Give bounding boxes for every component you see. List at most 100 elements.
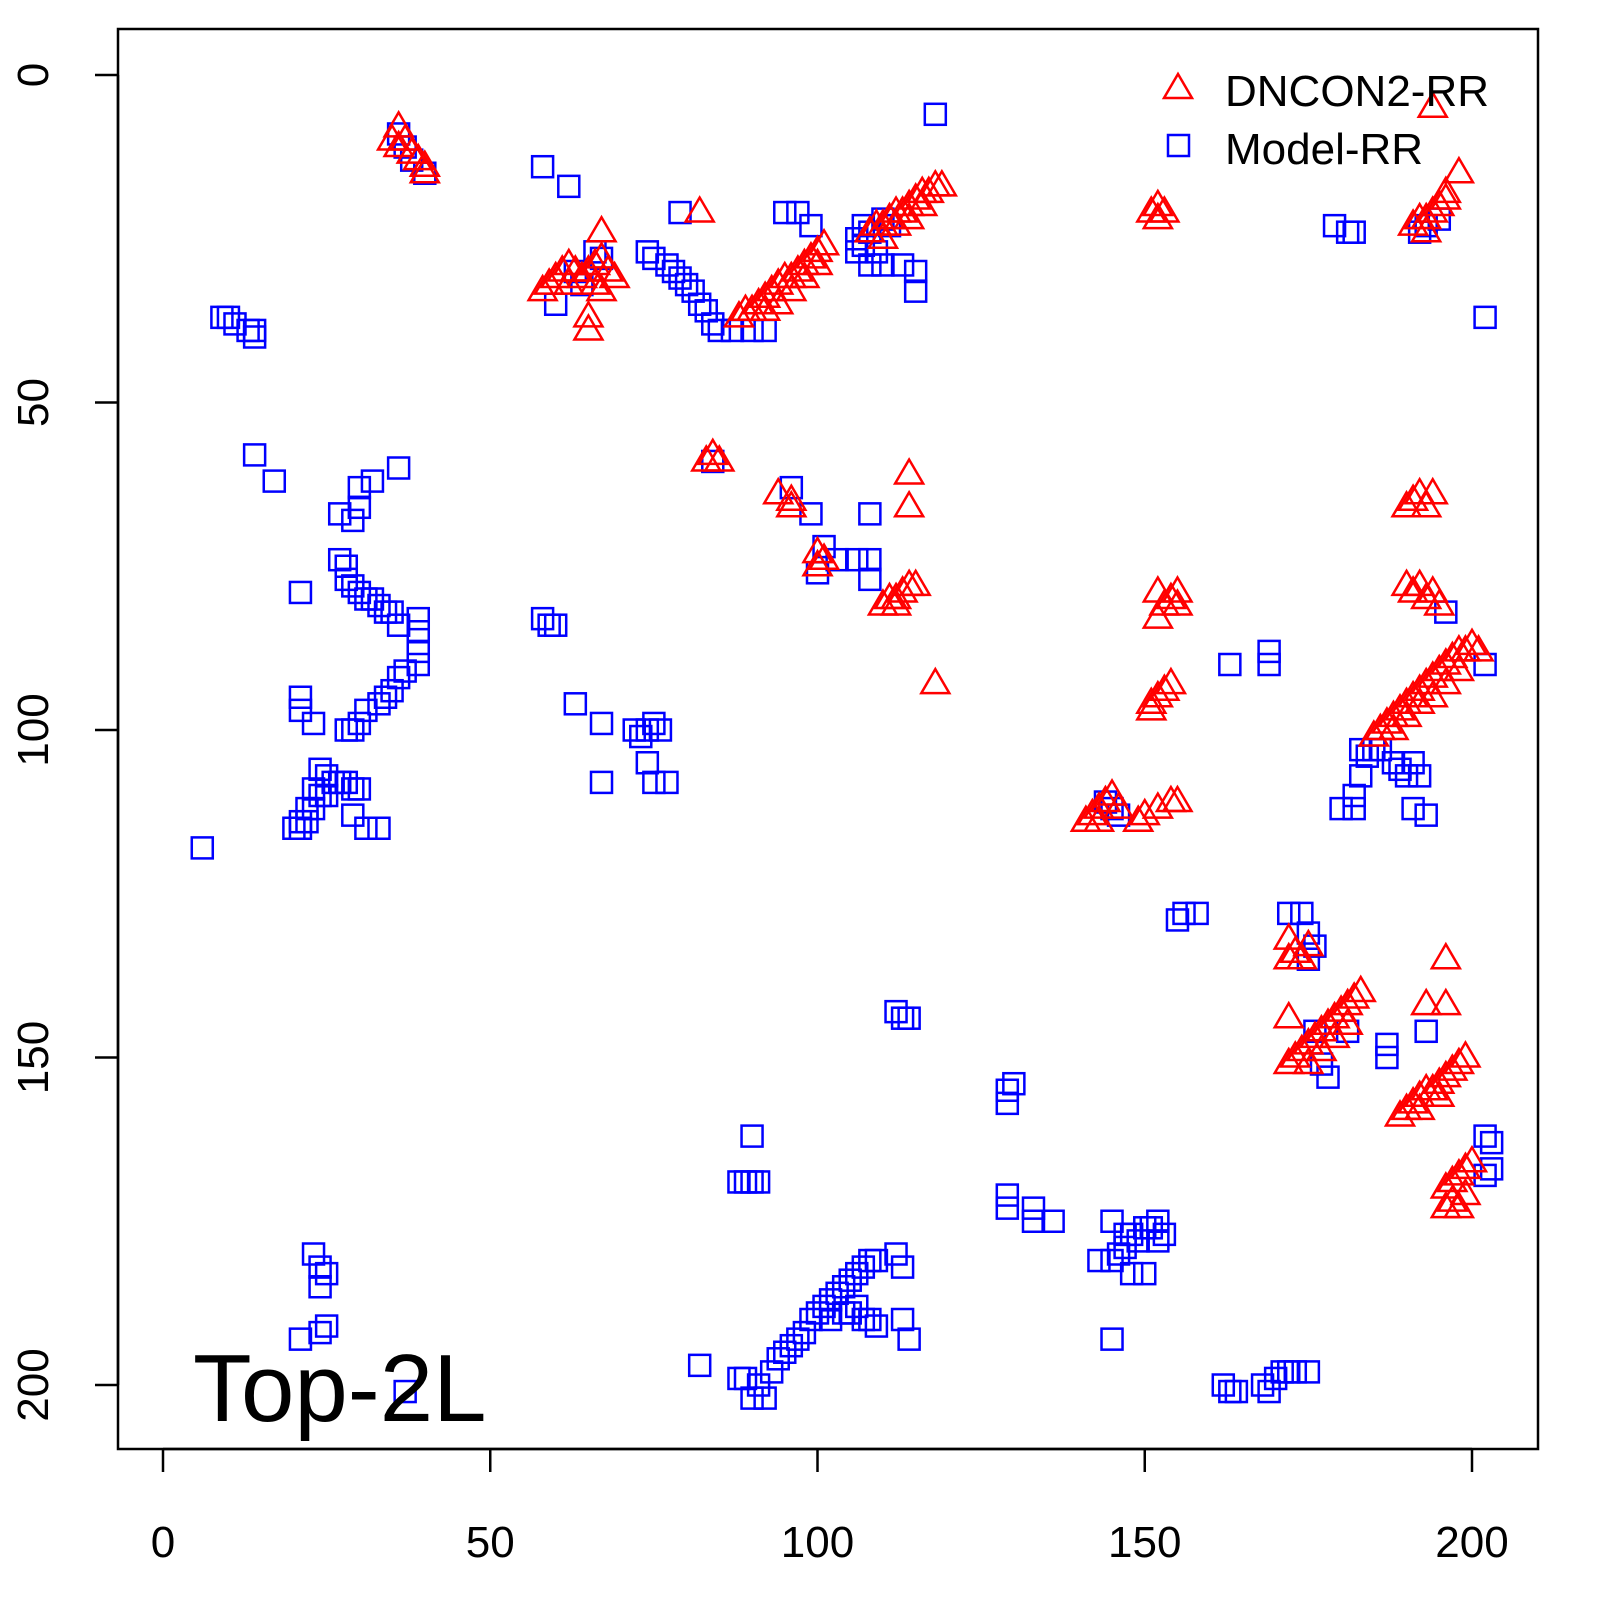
y-tick-label: 100 xyxy=(9,693,58,766)
model-rr-point xyxy=(1296,921,1321,945)
model-rr-point xyxy=(373,685,398,709)
dncon2-rr-point xyxy=(1442,653,1476,682)
dncon2-rr-point xyxy=(1338,981,1371,1009)
model-rr-point xyxy=(1257,652,1281,677)
model-rr-point xyxy=(681,279,705,303)
model-rr-point xyxy=(740,1124,764,1148)
model-rr-point xyxy=(1276,1360,1301,1384)
model-rr-point xyxy=(589,711,614,736)
model-rr-point xyxy=(733,1170,758,1194)
model-rr-point xyxy=(720,318,745,343)
model-rr-point xyxy=(327,547,352,572)
dncon2-rr-point xyxy=(1344,974,1377,1003)
model-rr-point xyxy=(1276,901,1301,926)
plot-marks xyxy=(190,90,1504,1410)
model-rr-point xyxy=(1381,751,1406,775)
model-rr-point xyxy=(1401,751,1425,775)
model-rr-point xyxy=(1172,901,1196,926)
model-rr-point xyxy=(1133,1261,1157,1286)
model-rr-point xyxy=(648,718,673,742)
model-rr-point xyxy=(1218,652,1242,677)
dncon2-rr-point xyxy=(807,227,841,256)
model-rr-point xyxy=(347,777,372,801)
y-tick-label: 50 xyxy=(9,378,58,427)
model-rr-point xyxy=(242,318,267,343)
y-tick-label: 0 xyxy=(9,63,58,87)
model-rr-point xyxy=(884,1242,908,1266)
dncon2-rr-point xyxy=(1416,90,1449,118)
dncon2-rr-point xyxy=(585,214,618,243)
model-rr-point xyxy=(1185,901,1209,926)
model-rr-point xyxy=(347,711,372,736)
model-rr-point xyxy=(707,318,732,343)
model-rr-point xyxy=(1146,1209,1170,1233)
model-rr-point xyxy=(1355,744,1380,768)
model-rr-point xyxy=(557,174,581,199)
model-rr-point xyxy=(321,770,345,795)
dncon2-rr-point xyxy=(1154,581,1188,610)
dncon2-rr-point xyxy=(1141,188,1175,217)
dncon2-rr-point xyxy=(1423,1079,1456,1108)
model-rr-point xyxy=(295,809,319,834)
model-rr-point xyxy=(530,606,555,631)
dncon2-rr-point xyxy=(552,247,585,276)
legend: DNCON2-RR Model-RR xyxy=(1161,67,1489,174)
model-rr-point xyxy=(1348,764,1373,788)
model-rr-point xyxy=(1296,1360,1321,1384)
model-rr-point xyxy=(308,783,332,808)
model-rr-point xyxy=(1303,934,1327,958)
model-rr-point xyxy=(897,1327,921,1351)
dncon2-rr-point xyxy=(1429,941,1462,970)
dncon2-rr-point xyxy=(801,535,834,564)
legend-triangle-icon xyxy=(1161,71,1195,100)
model-rr-point xyxy=(301,711,326,736)
model-rr-point xyxy=(661,259,686,284)
dncon2-rr-point xyxy=(1396,483,1430,511)
model-rr-point xyxy=(642,246,666,271)
model-rr-point xyxy=(216,305,241,330)
y-tick-label: 150 xyxy=(9,1021,58,1094)
model-rr-point xyxy=(753,318,777,343)
model-rr-point xyxy=(288,809,313,834)
model-rr-point xyxy=(845,227,869,251)
dncon2-rr-point xyxy=(1449,1040,1482,1068)
dncon2-rr-point xyxy=(879,208,913,236)
model-rr-point xyxy=(1348,737,1373,762)
model-rr-point xyxy=(923,102,948,127)
dncon2-rr-point xyxy=(578,247,612,276)
model-rr-point xyxy=(360,587,385,611)
model-rr-point xyxy=(334,567,359,592)
model-rr-point xyxy=(341,803,365,827)
model-rr-point xyxy=(858,547,882,572)
dncon2-rr-point xyxy=(899,568,932,597)
model-rr-point xyxy=(799,502,823,526)
model-rr-point xyxy=(380,600,404,624)
dncon2-rr-point xyxy=(919,666,952,695)
model-rr-point xyxy=(740,1170,764,1194)
model-rr-point xyxy=(746,1170,771,1194)
legend-item-model: Model-RR xyxy=(1166,125,1423,174)
model-rr-point xyxy=(884,999,908,1024)
model-rr-point xyxy=(347,475,372,500)
model-rr-point xyxy=(1283,1360,1308,1384)
dncon2-rr-point xyxy=(925,168,959,197)
model-rr-point xyxy=(367,816,391,840)
model-rr-point xyxy=(1100,1248,1124,1273)
model-rr-point xyxy=(629,724,653,749)
model-rr-point xyxy=(1322,213,1347,238)
model-rr-point xyxy=(687,1353,712,1378)
model-rr-point xyxy=(406,606,431,631)
dncon2-rr-point xyxy=(892,457,926,485)
model-rr-point xyxy=(301,777,326,801)
model-rr-point xyxy=(858,1248,882,1273)
model-rr-point xyxy=(1100,1327,1124,1351)
model-rr-point xyxy=(831,1275,856,1299)
dncon2-rr-point xyxy=(801,234,834,263)
dncon2-rr-point xyxy=(1455,1144,1489,1173)
model-rr-point xyxy=(1218,1379,1242,1404)
model-rr-point xyxy=(799,1307,823,1332)
model-rr-point xyxy=(530,154,555,179)
model-rr-point xyxy=(1290,901,1314,926)
model-rr-point xyxy=(1100,1209,1124,1233)
model-rr-point xyxy=(301,1242,326,1266)
